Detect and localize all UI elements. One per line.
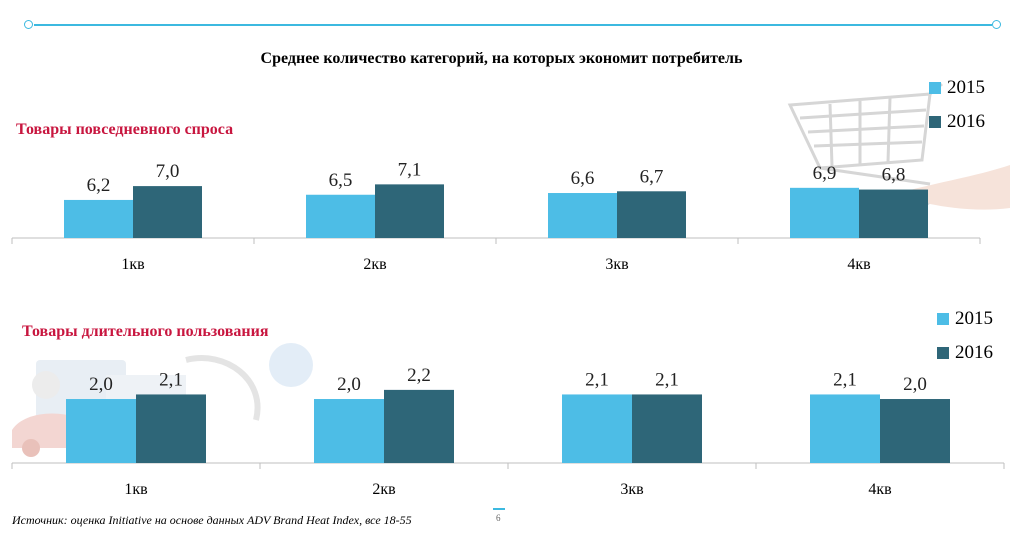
data-label: 2,1 — [833, 369, 857, 390]
page-number: 6 — [496, 513, 501, 523]
divider-right-ring-icon — [992, 20, 1001, 29]
bar-2015-1кв — [64, 199, 133, 238]
category-label: 2кв — [363, 256, 387, 273]
bar-2015-3кв — [562, 394, 632, 463]
data-label: 6,9 — [813, 163, 837, 184]
bar-2016-2кв — [375, 184, 444, 238]
data-label: 2,1 — [585, 369, 609, 390]
bar-2015-2кв — [314, 399, 384, 463]
category-label: 1кв — [124, 481, 148, 498]
bar-2015-2кв — [306, 194, 375, 238]
data-label: 6,2 — [87, 175, 111, 196]
data-label: 6,7 — [640, 166, 664, 187]
data-label: 7,1 — [398, 159, 422, 180]
divider-left-ring-icon — [24, 20, 33, 29]
data-label: 2,2 — [407, 365, 431, 386]
bar-2016-1кв — [133, 186, 202, 238]
legend-item-2015: 2015 — [929, 71, 985, 105]
bar-2015-3кв — [548, 193, 617, 238]
category-label: 4кв — [868, 481, 892, 498]
bar-2015-4кв — [790, 187, 859, 238]
legend-item-2015: 2015 — [937, 302, 993, 336]
bar-2016-3кв — [632, 394, 702, 463]
legend-label-2016: 2016 — [955, 342, 993, 363]
chart-2-legend: 2015 2016 — [937, 302, 993, 370]
category-label: 3кв — [620, 481, 644, 498]
data-label: 7,0 — [156, 161, 180, 182]
bar-2016-2кв — [384, 389, 454, 463]
bar-2016-3кв — [617, 191, 686, 238]
bar-2016-1кв — [136, 394, 206, 463]
data-label: 2,0 — [903, 374, 927, 395]
legend-label-2015: 2015 — [955, 308, 993, 329]
chart-title: Среднее количество категорий, на которых… — [260, 50, 743, 67]
category-label: 3кв — [605, 256, 629, 273]
data-label: 6,6 — [571, 168, 595, 189]
chart-1-label: Товары повседневного спроса — [16, 121, 234, 138]
bar-2015-1кв — [66, 399, 136, 463]
chart-2-label: Товары длительного пользования — [22, 323, 269, 340]
category-label: 4кв — [847, 256, 871, 273]
category-label: 2кв — [372, 481, 396, 498]
bar-2016-4кв — [880, 399, 950, 463]
legend-swatch-2015 — [929, 82, 941, 94]
legend-label-2016: 2016 — [947, 111, 985, 132]
data-label: 6,8 — [882, 165, 906, 186]
legend-swatch-2015 — [937, 313, 949, 325]
legend-item-2016: 2016 — [929, 105, 985, 139]
bar-2015-4кв — [810, 394, 880, 463]
source-note: Источник: оценка Initiative на основе да… — [12, 513, 412, 527]
page-marker — [493, 508, 505, 510]
data-label: 2,1 — [159, 369, 183, 390]
category-label: 1кв — [121, 256, 145, 273]
data-label: 2,0 — [337, 374, 361, 395]
legend-label-2015: 2015 — [947, 77, 985, 98]
legend-swatch-2016 — [929, 116, 941, 128]
header-divider — [34, 24, 992, 26]
data-label: 6,5 — [329, 170, 353, 191]
chart-1-legend: 2015 2016 — [929, 71, 985, 139]
data-label: 2,1 — [655, 369, 679, 390]
bar-2016-4кв — [859, 189, 928, 238]
data-label: 2,0 — [89, 374, 113, 395]
legend-item-2016: 2016 — [937, 336, 993, 370]
legend-swatch-2016 — [937, 347, 949, 359]
